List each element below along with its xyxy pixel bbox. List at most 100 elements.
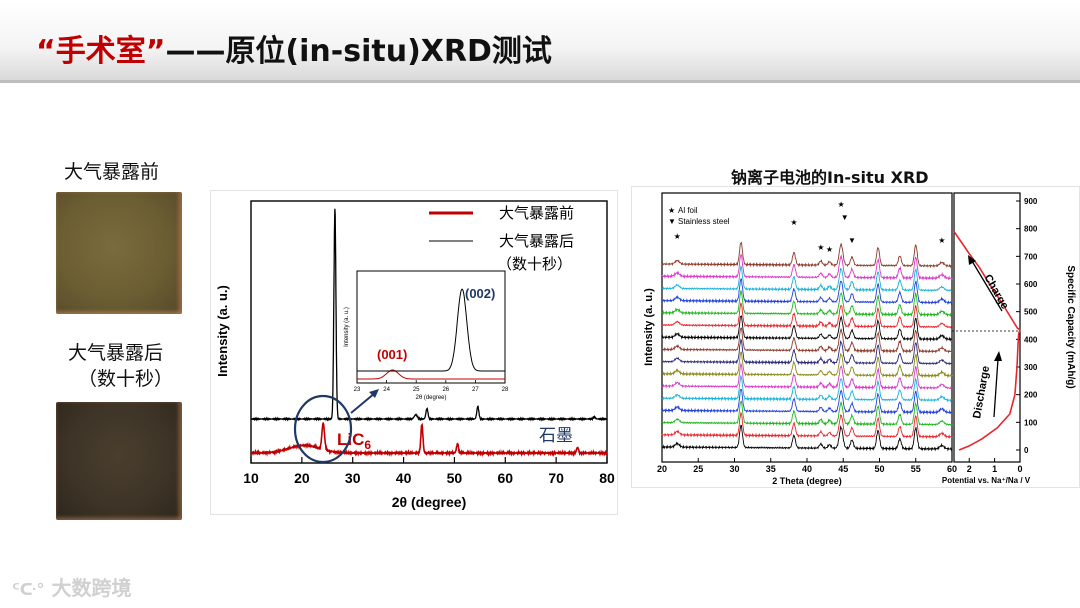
zoom-arrow-head	[369, 389, 379, 398]
chart1-xtick-label: 20	[294, 470, 310, 486]
inset-xtick-label: 24	[383, 387, 390, 393]
capacity-ytick-label: 100	[1024, 418, 1038, 427]
chart1-xtick-label: 10	[243, 470, 259, 486]
chart2-legend-marker-steel: ▼	[668, 217, 676, 226]
chart1-xtick-label: 70	[548, 470, 564, 486]
xrd-pattern-line	[661, 411, 953, 440]
sodium-xrd-chart: 20 25 30 35 40 45 50 55 60 2 Theta (degree) Inte…	[643, 192, 1076, 486]
inset-xtick-label: 27	[472, 387, 479, 393]
xrd-pattern-line	[661, 351, 953, 379]
potential-xtick-label: 2	[967, 464, 972, 474]
chart2-xtick-label: 50	[874, 464, 884, 474]
peak-marker: ★	[817, 243, 824, 252]
xrd-pattern-line	[661, 375, 953, 403]
watermark-text: 大数跨境	[51, 576, 132, 600]
graphite-xrd-chart: 10 20 30 40 50 60 70 80 2θ (degree) Intensity (…	[215, 200, 615, 510]
legend-label-after: 大气暴露后	[499, 233, 574, 250]
peak-marker: ★	[938, 236, 945, 245]
inset-xtick-label: 25	[413, 387, 420, 393]
inset-xtick-label: 28	[502, 387, 509, 393]
highlight-ellipse	[293, 394, 353, 464]
peak-marker: ★	[837, 200, 844, 209]
xrd-pattern-line	[661, 338, 953, 366]
xrd-pattern-line	[661, 388, 953, 416]
discharge-arrow-head	[994, 351, 1002, 361]
chart1-xtick-label: 60	[497, 470, 513, 486]
chart2-xtick-label: 40	[802, 464, 812, 474]
chart2-xlabel: 2 Theta (degree)	[772, 476, 842, 486]
chart1-xtick-label: 80	[599, 470, 615, 486]
capacity-ytick-label: 400	[1024, 335, 1038, 344]
label-before-exposure: 大气暴露前	[64, 161, 160, 183]
series-after-exposure	[251, 208, 608, 422]
chart2-xtick-label: 60	[947, 464, 957, 474]
inset-ylabel: Intensity (a. u.)	[344, 307, 350, 347]
slide-title-emphasis: “手术室”	[36, 34, 166, 69]
inset-peak-002: (002)	[465, 286, 495, 301]
xrd-pattern-line	[661, 315, 953, 342]
chart2-frame	[661, 192, 953, 463]
watermark-icon: ᑦᑢ°	[12, 580, 45, 599]
chart2-xtick-label: 35	[766, 464, 776, 474]
peak-marker: ★	[826, 245, 833, 254]
xrd-pattern-line	[661, 241, 953, 269]
discharge-curve	[958, 329, 1021, 451]
sample-photo-after	[56, 402, 182, 520]
sample-photo-before	[56, 192, 182, 314]
xrd-pattern-line	[661, 265, 953, 293]
annotation-graphite: 石墨	[539, 426, 573, 445]
graphite-xrd-panel: 10 20 30 40 50 60 70 80 2θ (degree) Intensity (…	[210, 190, 618, 515]
potential-xtick-label: 1	[992, 464, 997, 474]
xrd-pattern-line	[661, 290, 953, 318]
capacity-ytick-label: 500	[1024, 308, 1038, 317]
chart2-xtick-label: 55	[911, 464, 921, 474]
right-chart-title: 钠离子电池的In-situ XRD	[731, 168, 929, 187]
peak-marker: ★	[674, 232, 681, 241]
charge-arrow-head	[968, 255, 976, 265]
discharge-label: Discharge	[971, 365, 992, 419]
chart1-frame	[250, 200, 608, 464]
chart2-legend-stainless: Stainless steel	[678, 217, 730, 226]
inset-frame	[356, 270, 506, 384]
chart2-legend-marker-al: ★	[668, 206, 675, 215]
capacity-ytick-label: 600	[1024, 280, 1038, 289]
slide-title-rest: ——原位(in-situ)XRD测试	[165, 34, 552, 69]
xrd-pattern-line	[661, 278, 953, 306]
xrd-pattern-line	[661, 302, 953, 329]
potential-xtick-label: 0	[1017, 464, 1022, 474]
xrd-pattern-line	[661, 253, 953, 281]
capacity-ytick-label: 0	[1024, 446, 1029, 455]
label-after-exposure: 大气暴露后	[68, 342, 164, 364]
peak-marker: ▼	[841, 213, 849, 222]
chart1-xlabel: 2θ (degree)	[392, 494, 466, 510]
watermark-logo: ᑦᑢ° 大数跨境	[12, 572, 132, 601]
chart2-xtick-label: 25	[693, 464, 703, 474]
chart2-secondary-ylabel: Specific Capacity (mAh/g)	[1065, 265, 1076, 388]
xrd-pattern-line	[661, 327, 953, 354]
xrd-pattern-line	[661, 362, 953, 391]
chart1-xtick-label: 50	[447, 470, 463, 486]
chart2-xtick-label: 20	[657, 464, 667, 474]
annotation-lic6: LiC6	[337, 430, 371, 452]
charge-curve	[953, 230, 1021, 331]
peak-marker: ★	[790, 218, 797, 227]
legend-label-before: 大气暴露前	[499, 205, 574, 222]
capacity-ytick-label: 800	[1024, 225, 1038, 234]
capacity-ytick-label: 200	[1024, 391, 1038, 400]
header-divider	[0, 80, 1080, 83]
zoom-arrow	[350, 392, 376, 414]
chart1-ylabel: Intensity (a. u.)	[215, 285, 230, 377]
chart1-xtick-label: 30	[345, 470, 361, 486]
chart2-legend-al-foil: Al foil	[678, 206, 698, 215]
chart2-ylabel: Intensity (a. u.)	[643, 288, 655, 366]
chart1-xtick-label: 40	[396, 470, 412, 486]
series-before-exposure	[250, 422, 608, 458]
capacity-ytick-label: 900	[1024, 197, 1038, 206]
charge-label: Charge	[981, 273, 1010, 312]
label-after-duration: （数十秒）	[78, 368, 174, 390]
chart2-xtick-label: 45	[838, 464, 848, 474]
inset-peak-001: (001)	[377, 347, 407, 362]
capacity-ytick-label: 700	[1024, 252, 1038, 261]
legend-label-after-duration: （数十秒）	[497, 256, 572, 273]
chart2-xtick-label: 30	[729, 464, 739, 474]
